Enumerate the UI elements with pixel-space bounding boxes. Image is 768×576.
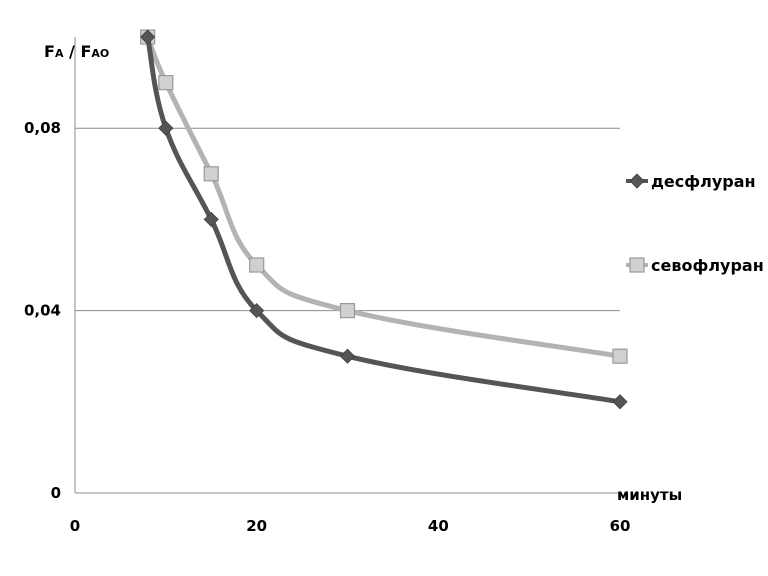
y-tick-label: 0 bbox=[51, 484, 61, 502]
legend-label: десфлуран bbox=[651, 172, 756, 191]
x-tick-label: 0 bbox=[70, 517, 80, 535]
x-axis-title: минуты bbox=[617, 486, 682, 504]
data-point-marker bbox=[249, 257, 265, 273]
x-tick-label: 20 bbox=[246, 517, 267, 535]
tick-labels: 0 0,04 0,08 0 20 40 60 bbox=[24, 119, 630, 535]
data-point-marker bbox=[203, 166, 219, 182]
y-tick-label: 0,04 bbox=[24, 302, 61, 320]
legend: десфлуран севофлуран bbox=[626, 172, 764, 275]
data-point-marker bbox=[158, 74, 174, 91]
legend-entry: севофлуран bbox=[626, 256, 764, 275]
series-line bbox=[145, 34, 623, 359]
legend-label: севофлуран bbox=[651, 256, 764, 275]
series-1 bbox=[140, 29, 628, 410]
legend-entry: десфлуран bbox=[626, 172, 756, 191]
legend-marker bbox=[629, 257, 645, 273]
x-tick-label: 40 bbox=[428, 517, 449, 535]
data-point-marker bbox=[612, 348, 628, 364]
axes bbox=[74, 37, 620, 494]
series-2 bbox=[140, 29, 628, 364]
data-point-marker bbox=[339, 348, 356, 364]
gridlines bbox=[75, 127, 620, 312]
y-axis-title: FA / FAO bbox=[44, 42, 109, 61]
x-tick-label: 60 bbox=[610, 517, 631, 535]
data-point-marker bbox=[612, 394, 628, 410]
data-point-marker bbox=[339, 303, 356, 319]
data-point-marker bbox=[249, 303, 265, 319]
data-point-marker bbox=[158, 120, 174, 136]
series-layer bbox=[140, 29, 628, 410]
legend-marker bbox=[629, 173, 645, 189]
data-point-marker bbox=[140, 29, 156, 45]
y-tick-label: 0,08 bbox=[24, 119, 61, 137]
data-point-marker bbox=[203, 211, 219, 227]
